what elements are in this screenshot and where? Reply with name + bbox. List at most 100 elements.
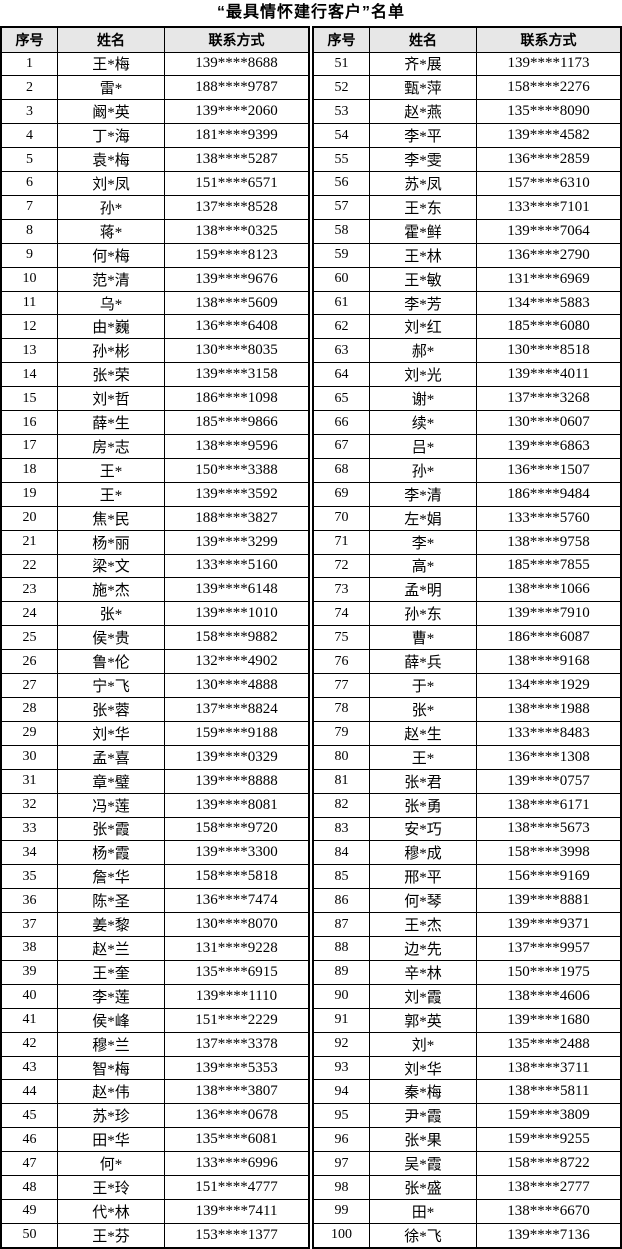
table-row: 68 孙* 136****1507 bbox=[312, 457, 622, 483]
name-cell: 刘*光 bbox=[369, 362, 477, 388]
row-number-cell: 19 bbox=[0, 481, 58, 507]
table-row: 75 曹* 186****6087 bbox=[312, 625, 622, 651]
name-cell: 边*先 bbox=[369, 936, 477, 961]
table-row: 40 李*莲 139****1110 bbox=[0, 983, 310, 1009]
phone-cell: 139****2060 bbox=[164, 99, 310, 125]
row-number-cell: 16 bbox=[0, 410, 58, 435]
phone-cell: 139****3592 bbox=[164, 481, 310, 507]
row-number-cell: 67 bbox=[312, 434, 370, 459]
name-cell: 徐*飞 bbox=[369, 1222, 477, 1249]
name-cell: 王*梅 bbox=[57, 51, 165, 77]
phone-cell: 159****3809 bbox=[476, 1103, 622, 1129]
name-cell: 宁*飞 bbox=[57, 673, 165, 698]
name-cell: 王*芬 bbox=[57, 1222, 165, 1249]
phone-cell: 133****7101 bbox=[476, 194, 622, 220]
phone-cell: 138****9596 bbox=[164, 434, 310, 459]
name-cell: 孙*东 bbox=[369, 601, 477, 627]
phone-cell: 136****1507 bbox=[476, 457, 622, 483]
name-cell: 孙*彬 bbox=[57, 338, 165, 364]
row-number-cell: 73 bbox=[312, 577, 370, 603]
phone-cell: 151****6571 bbox=[164, 171, 310, 196]
name-cell: 刘*哲 bbox=[57, 386, 165, 412]
phone-cell: 137****8824 bbox=[164, 696, 310, 722]
table-row: 88 边*先 137****9957 bbox=[312, 936, 622, 961]
name-cell: 孙* bbox=[57, 194, 165, 220]
phone-cell: 186****6087 bbox=[476, 625, 622, 651]
phone-cell: 159****9255 bbox=[476, 1127, 622, 1153]
table-row: 83 安*巧 138****5673 bbox=[312, 816, 622, 842]
row-number-cell: 62 bbox=[312, 314, 370, 340]
phone-cell: 138****5673 bbox=[476, 816, 622, 842]
table-row: 76 薛*兵 138****9168 bbox=[312, 649, 622, 675]
phone-cell: 138****1066 bbox=[476, 577, 622, 603]
table-row: 63 郝* 130****8518 bbox=[312, 338, 622, 364]
table-row: 11 乌* 138****5609 bbox=[0, 290, 310, 316]
row-number-cell: 5 bbox=[0, 147, 58, 173]
table-row: 81 张*君 139****0757 bbox=[312, 768, 622, 794]
name-cell: 王* bbox=[57, 481, 165, 507]
table-row: 41 侯*峰 151****2229 bbox=[0, 1007, 310, 1033]
row-number-cell: 3 bbox=[0, 99, 58, 125]
phone-cell: 135****2488 bbox=[476, 1031, 622, 1057]
name-cell: 甄*萍 bbox=[369, 75, 477, 101]
table-row: 57 王*东 133****7101 bbox=[312, 194, 622, 220]
row-number-cell: 61 bbox=[312, 290, 370, 316]
row-number-cell: 91 bbox=[312, 1007, 370, 1033]
table-row: 53 赵*燕 135****8090 bbox=[312, 99, 622, 125]
row-number-cell: 80 bbox=[312, 744, 370, 770]
name-cell: 王* bbox=[369, 744, 477, 770]
name-cell: 赵*伟 bbox=[57, 1079, 165, 1105]
phone-cell: 153****1377 bbox=[164, 1222, 310, 1249]
phone-cell: 136****1308 bbox=[476, 744, 622, 770]
phone-cell: 138****2777 bbox=[476, 1175, 622, 1200]
name-cell: 智*梅 bbox=[57, 1055, 165, 1081]
table-row: 73 孟*明 138****1066 bbox=[312, 577, 622, 603]
name-cell: 张*盛 bbox=[369, 1175, 477, 1200]
name-cell: 赵*燕 bbox=[369, 99, 477, 125]
table-row: 14 张*荣 139****3158 bbox=[0, 362, 310, 388]
phone-cell: 139****1110 bbox=[164, 983, 310, 1009]
table-row: 93 刘*华 138****3711 bbox=[312, 1055, 622, 1081]
table-row: 9 何*梅 159****8123 bbox=[0, 242, 310, 268]
phone-cell: 135****6081 bbox=[164, 1127, 310, 1153]
phone-cell: 139****7910 bbox=[476, 601, 622, 627]
row-number-cell: 98 bbox=[312, 1175, 370, 1200]
table-row: 80 王* 136****1308 bbox=[312, 744, 622, 770]
row-number-cell: 9 bbox=[0, 242, 58, 268]
name-cell: 何* bbox=[57, 1151, 165, 1177]
phone-cell: 138****4606 bbox=[476, 983, 622, 1009]
phone-cell: 138****9168 bbox=[476, 649, 622, 675]
name-cell: 何*梅 bbox=[57, 242, 165, 268]
row-number-cell: 74 bbox=[312, 601, 370, 627]
row-number-cell: 84 bbox=[312, 840, 370, 866]
header-row: 序号 姓名 联系方式 bbox=[312, 26, 622, 53]
table-row: 95 尹*霞 159****3809 bbox=[312, 1103, 622, 1129]
row-number-cell: 66 bbox=[312, 410, 370, 435]
phone-cell: 138****0325 bbox=[164, 218, 310, 244]
name-cell: 李*平 bbox=[369, 123, 477, 149]
phone-cell: 139****8081 bbox=[164, 792, 310, 818]
column-header-name: 姓名 bbox=[369, 26, 477, 53]
table-row: 46 田*华 135****6081 bbox=[0, 1127, 310, 1153]
phone-cell: 136****2859 bbox=[476, 147, 622, 173]
row-number-cell: 65 bbox=[312, 386, 370, 412]
row-number-cell: 95 bbox=[312, 1103, 370, 1129]
name-cell: 杨*丽 bbox=[57, 529, 165, 555]
phone-cell: 134****5883 bbox=[476, 290, 622, 316]
table-row: 42 穆*兰 137****3378 bbox=[0, 1031, 310, 1057]
row-number-cell: 64 bbox=[312, 362, 370, 388]
table-row: 43 智*梅 139****5353 bbox=[0, 1055, 310, 1081]
name-cell: 房*志 bbox=[57, 434, 165, 459]
header-row: 序号 姓名 联系方式 bbox=[0, 26, 310, 53]
phone-cell: 158****5818 bbox=[164, 864, 310, 890]
phone-cell: 138****6670 bbox=[476, 1199, 622, 1224]
phone-cell: 139****1680 bbox=[476, 1007, 622, 1033]
row-number-cell: 30 bbox=[0, 744, 58, 770]
name-cell: 鲁*伦 bbox=[57, 649, 165, 675]
phone-cell: 138****3807 bbox=[164, 1079, 310, 1105]
row-number-cell: 8 bbox=[0, 218, 58, 244]
row-number-cell: 43 bbox=[0, 1055, 58, 1081]
phone-cell: 131****6969 bbox=[476, 266, 622, 292]
row-number-cell: 50 bbox=[0, 1222, 58, 1249]
phone-cell: 131****9228 bbox=[164, 936, 310, 961]
